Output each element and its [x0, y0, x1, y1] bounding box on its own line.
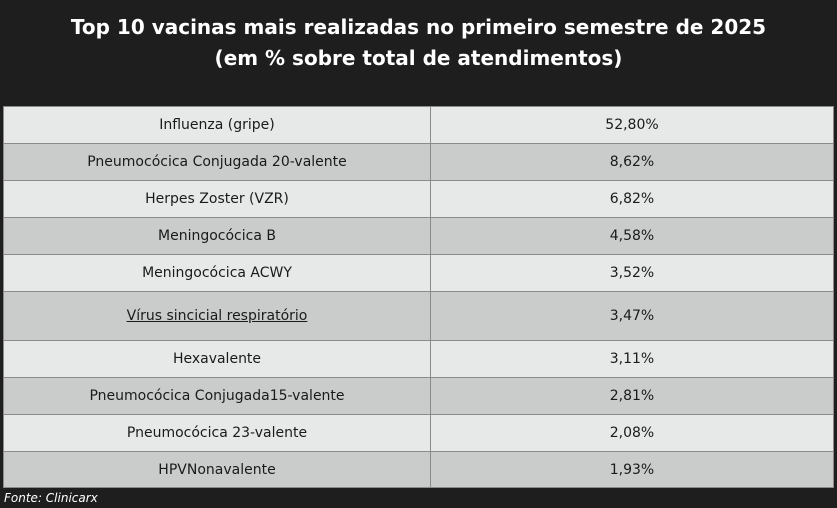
percentage-cell: 8,62%: [430, 143, 834, 181]
table-row: Hexavalente 3,11%: [3, 340, 834, 378]
table-row: Meningocócica ACWY 3,52%: [3, 254, 834, 292]
vaccine-name: Pneumocócica 23-valente: [126, 425, 308, 441]
percentage-value: 3,52%: [609, 265, 655, 281]
percentage-value: 2,08%: [609, 425, 655, 441]
table-row: Pneumocócica Conjugada15-valente 2,81%: [3, 377, 834, 415]
vaccine-name-link[interactable]: Vírus sincicial respiratório: [126, 308, 308, 324]
percentage-cell: 3,11%: [430, 340, 834, 378]
vaccine-name-cell: Pneumocócica 23-valente: [3, 414, 431, 452]
vaccine-name-cell: Pneumocócica Conjugada 20-valente: [3, 143, 431, 181]
percentage-value: 6,82%: [609, 191, 655, 207]
percentage-value: 4,58%: [609, 228, 655, 244]
vaccine-name-cell: Hexavalente: [3, 340, 431, 378]
vaccine-name: Influenza (gripe): [159, 117, 275, 133]
title-line-1: Top 10 vacinas mais realizadas no primei…: [70, 15, 767, 39]
table-row: HPVNonavalente 1,93%: [3, 451, 834, 488]
vaccine-name-cell: Vírus sincicial respiratório: [3, 291, 431, 341]
vaccine-name-cell: Meningocócica B: [3, 217, 431, 255]
vaccine-name: Meningocócica ACWY: [142, 265, 292, 281]
percentage-cell: 4,58%: [430, 217, 834, 255]
percentage-cell: 2,08%: [430, 414, 834, 452]
vaccine-name-cell: HPVNonavalente: [3, 451, 431, 488]
vaccine-name-cell: Meningocócica ACWY: [3, 254, 431, 292]
title-line-2: (em % sobre total de atendimentos): [214, 46, 623, 70]
vaccine-name: Meningocócica B: [158, 228, 276, 244]
chart-title: Top 10 vacinas mais realizadas no primei…: [0, 12, 837, 74]
vaccine-name: Pneumocócica Conjugada15-valente: [89, 388, 345, 404]
table-row: Meningocócica B 4,58%: [3, 217, 834, 255]
vaccine-name: Pneumocócica Conjugada 20-valente: [87, 154, 347, 170]
vaccine-name-cell: Influenza (gripe): [3, 106, 431, 144]
vaccine-name: HPVNonavalente: [158, 461, 276, 478]
source-note: Fonte: Clinicarx: [4, 491, 98, 505]
table-row: Herpes Zoster (VZR) 6,82%: [3, 180, 834, 218]
percentage-cell: 2,81%: [430, 377, 834, 415]
percentage-cell: 3,52%: [430, 254, 834, 292]
vaccine-name: Hexavalente: [172, 351, 262, 367]
percentage-cell: 3,47%: [430, 291, 834, 341]
percentage-value: 3,11%: [609, 351, 655, 367]
table-row: Pneumocócica Conjugada 20-valente 8,62%: [3, 143, 834, 181]
percentage-value: 8,62%: [609, 154, 655, 170]
vaccine-name-cell: Pneumocócica Conjugada15-valente: [3, 377, 431, 415]
vaccine-name-cell: Herpes Zoster (VZR): [3, 180, 431, 218]
table-row: Vírus sincicial respiratório 3,47%: [3, 291, 834, 341]
percentage-cell: 1,93%: [430, 451, 834, 488]
table-row: Influenza (gripe) 52,80%: [3, 106, 834, 144]
percentage-cell: 52,80%: [430, 106, 834, 144]
percentage-value: 1,93%: [609, 461, 655, 478]
percentage-value: 2,81%: [609, 388, 655, 404]
table-row: Pneumocócica 23-valente 2,08%: [3, 414, 834, 452]
vaccine-name: Herpes Zoster (VZR): [145, 191, 289, 207]
vaccine-table: Influenza (gripe) 52,80% Pneumocócica Conj…: [3, 106, 834, 488]
percentage-cell: 6,82%: [430, 180, 834, 218]
percentage-value: 3,47%: [609, 308, 655, 324]
percentage-value: 52,80%: [605, 117, 659, 133]
